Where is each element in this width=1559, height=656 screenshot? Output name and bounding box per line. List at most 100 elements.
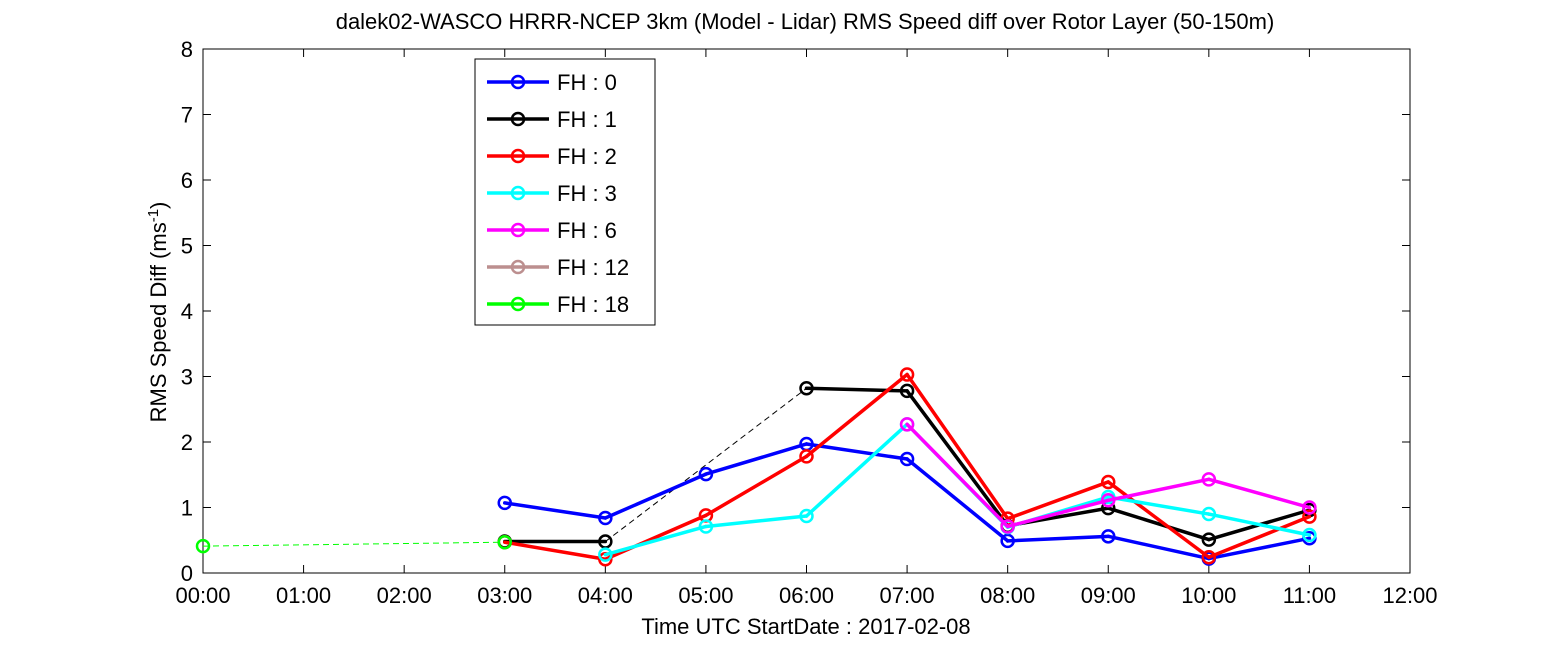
series-segment — [1005, 498, 1110, 529]
data-point — [899, 417, 915, 432]
data-point — [598, 510, 613, 526]
legend-label: FH : 12 — [557, 255, 629, 280]
legend: FH : 0 FH : 1 FH : 2 FH : 3 FH : 6 FH : 12 FH … — [474, 58, 656, 326]
series-segment — [1005, 534, 1110, 543]
legend-marker — [510, 296, 526, 312]
gap-lines — [202, 387, 807, 547]
series-segment — [1106, 506, 1211, 542]
series-segment — [804, 372, 909, 459]
legend-marker — [510, 222, 526, 238]
x-tick-label: 08:00 — [980, 583, 1035, 608]
series-segment — [804, 422, 909, 518]
data-point — [1302, 527, 1317, 543]
series-segment — [905, 422, 1010, 529]
y-tick-label: 6 — [181, 168, 193, 193]
x-tick-label: 04:00 — [578, 583, 633, 608]
data-point — [899, 383, 915, 399]
x-tick-label: 09:00 — [1081, 583, 1136, 608]
y-tick-label: 7 — [181, 103, 193, 128]
y-axis-label: RMS Speed Diff (ms-1) — [145, 202, 171, 423]
x-tick-label: 12:00 — [1382, 583, 1437, 608]
series-segment — [905, 389, 1010, 528]
y-axis-label-close: ) — [146, 202, 171, 209]
data-point — [1101, 529, 1116, 544]
series-lines — [195, 367, 1317, 567]
series-segment — [603, 513, 708, 561]
series-segment — [804, 386, 909, 393]
x-tick-label: 00:00 — [175, 583, 230, 608]
series-segment — [1106, 534, 1211, 561]
x-tick-label: 01:00 — [276, 583, 331, 608]
gap-line — [202, 541, 505, 547]
y-tick-label: 5 — [181, 234, 193, 259]
data-point — [1302, 509, 1317, 524]
series-segment — [704, 514, 809, 529]
data-point — [698, 466, 714, 482]
x-tick-label: 11:00 — [1283, 583, 1336, 608]
series-segment — [704, 442, 809, 476]
x-tick-label: 02:00 — [377, 583, 432, 608]
x-tick-label: 06:00 — [779, 583, 834, 608]
legend-marker — [510, 74, 526, 90]
data-point — [598, 547, 613, 562]
data-point — [899, 451, 915, 467]
legend-label: FH : 0 — [557, 70, 617, 95]
series-segment — [1207, 514, 1312, 560]
x-tick-label: 07:00 — [880, 583, 935, 608]
x-tick-label: 03:00 — [477, 583, 532, 608]
legend-label: FH : 3 — [557, 181, 617, 206]
legend-marker — [510, 185, 526, 201]
data-point — [1302, 500, 1317, 515]
series-segment — [804, 442, 909, 461]
y-axis-label-main: RMS Speed Diff (ms — [146, 222, 171, 422]
data-point — [799, 449, 814, 464]
series-segment — [1106, 495, 1211, 516]
series-segment — [905, 457, 1010, 543]
series-segment — [1207, 512, 1312, 537]
series-segment — [1005, 480, 1110, 521]
series-segment — [1207, 536, 1312, 561]
legend-label: FH : 2 — [557, 144, 617, 169]
x-axis-label: Time UTC StartDate : 2017-02-08 — [641, 614, 970, 639]
legend-label: FH : 6 — [557, 218, 617, 243]
y-tick-label: 2 — [181, 430, 193, 455]
legend-marker — [510, 111, 526, 127]
axes: 00:00 01:00 02:00 03:00 04:00 05:00 06:00 07:00… — [175, 37, 1437, 608]
legend-marker — [510, 148, 526, 164]
series-segment — [503, 501, 608, 520]
legend-label: FH : 1 — [557, 107, 617, 132]
y-tick-label: 0 — [181, 561, 193, 586]
data-point — [1201, 506, 1217, 522]
data-point — [1101, 493, 1116, 508]
x-tick-label: 10:00 — [1181, 583, 1236, 608]
data-point — [698, 519, 714, 534]
series-segment — [603, 524, 708, 557]
data-point — [1000, 533, 1015, 549]
y-tick-label: 1 — [181, 496, 193, 521]
x-tick-label: 05:00 — [678, 583, 733, 608]
gap-line — [605, 387, 807, 542]
y-tick-label: 4 — [181, 299, 193, 324]
data-point — [497, 495, 512, 511]
data-point — [799, 381, 814, 396]
data-point — [1101, 474, 1116, 490]
data-point — [497, 534, 512, 550]
series-segment — [603, 472, 708, 520]
chart-title: dalek02-WASCO HRRR-NCEP 3km (Model - Lid… — [336, 9, 1275, 34]
series-4 — [899, 417, 1317, 534]
y-tick-label: 3 — [181, 365, 193, 390]
series-segment — [905, 372, 1010, 521]
legend-label: FH : 18 — [557, 292, 629, 317]
data-point — [195, 538, 211, 554]
data-point — [1201, 550, 1217, 565]
data-point — [1201, 472, 1217, 487]
data-point — [799, 508, 814, 524]
series-segment — [503, 540, 608, 561]
series-segment — [1207, 477, 1312, 510]
data-point — [899, 367, 915, 382]
y-tick-label: 8 — [181, 37, 193, 62]
series-6 — [195, 534, 512, 554]
series-segment — [704, 454, 809, 518]
data-point — [1201, 532, 1217, 547]
